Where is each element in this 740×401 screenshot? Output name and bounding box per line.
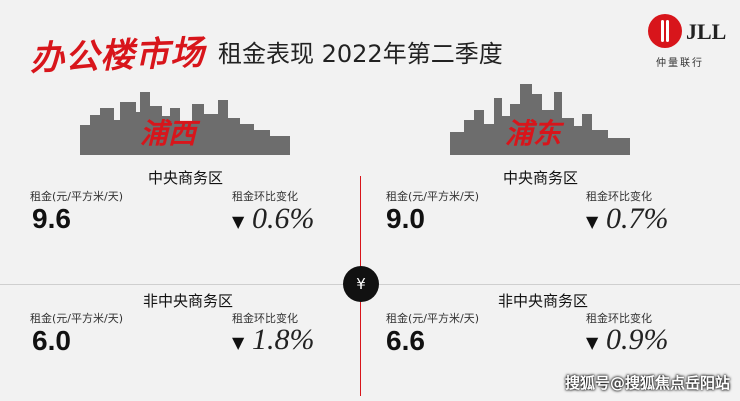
down-arrow-icon: ▼	[232, 212, 245, 231]
logo-brand: JLL	[686, 19, 727, 44]
logo-subtitle: 仲量联行	[656, 58, 704, 69]
rent-label: 租金(元/平方米/天)	[30, 190, 123, 203]
rent-label: 租金(元/平方米/天)	[386, 312, 479, 325]
rent-value: 9.0	[386, 203, 425, 234]
change-label: 租金环比变化	[232, 190, 298, 203]
page-title: 租金表现 2022年第二季度	[218, 40, 503, 68]
down-arrow-icon: ▼	[232, 333, 245, 352]
change-value: 0.9%	[606, 323, 669, 356]
zone-label: 非中央商务区	[498, 292, 589, 310]
change-value: 1.8%	[252, 323, 315, 356]
change-label: 租金环比变化	[586, 190, 652, 203]
rent-label: 租金(元/平方米/天)	[386, 190, 479, 203]
puxi-skyline-image	[80, 92, 290, 155]
down-arrow-icon: ▼	[586, 212, 599, 231]
zone-label: 非中央商务区	[143, 292, 234, 310]
pudong-skyline-image	[450, 84, 630, 155]
handwritten-title: 办公楼市场	[29, 32, 206, 80]
district-puxi: 浦西	[140, 117, 197, 150]
change-value: 0.6%	[252, 202, 315, 235]
rent-label: 租金(元/平方米/天)	[30, 312, 123, 325]
change-label: 租金环比变化	[586, 312, 652, 325]
rent-value: 6.0	[32, 325, 71, 356]
zone-label: 中央商务区	[148, 169, 224, 187]
jll-logo-icon	[648, 14, 682, 48]
watermark: 搜狐号@搜狐焦点岳阳站	[564, 374, 730, 392]
jll-logo: JLL 仲量联行	[648, 14, 732, 70]
zone-label: 中央商务区	[503, 169, 579, 187]
change-value: 0.7%	[606, 202, 669, 235]
change-label: 租金环比变化	[232, 312, 298, 325]
down-arrow-icon: ▼	[586, 333, 599, 352]
yen-icon: ¥	[343, 266, 379, 302]
rent-value: 6.6	[386, 325, 425, 356]
district-pudong: 浦东	[505, 117, 562, 150]
rent-value: 9.6	[32, 203, 71, 234]
